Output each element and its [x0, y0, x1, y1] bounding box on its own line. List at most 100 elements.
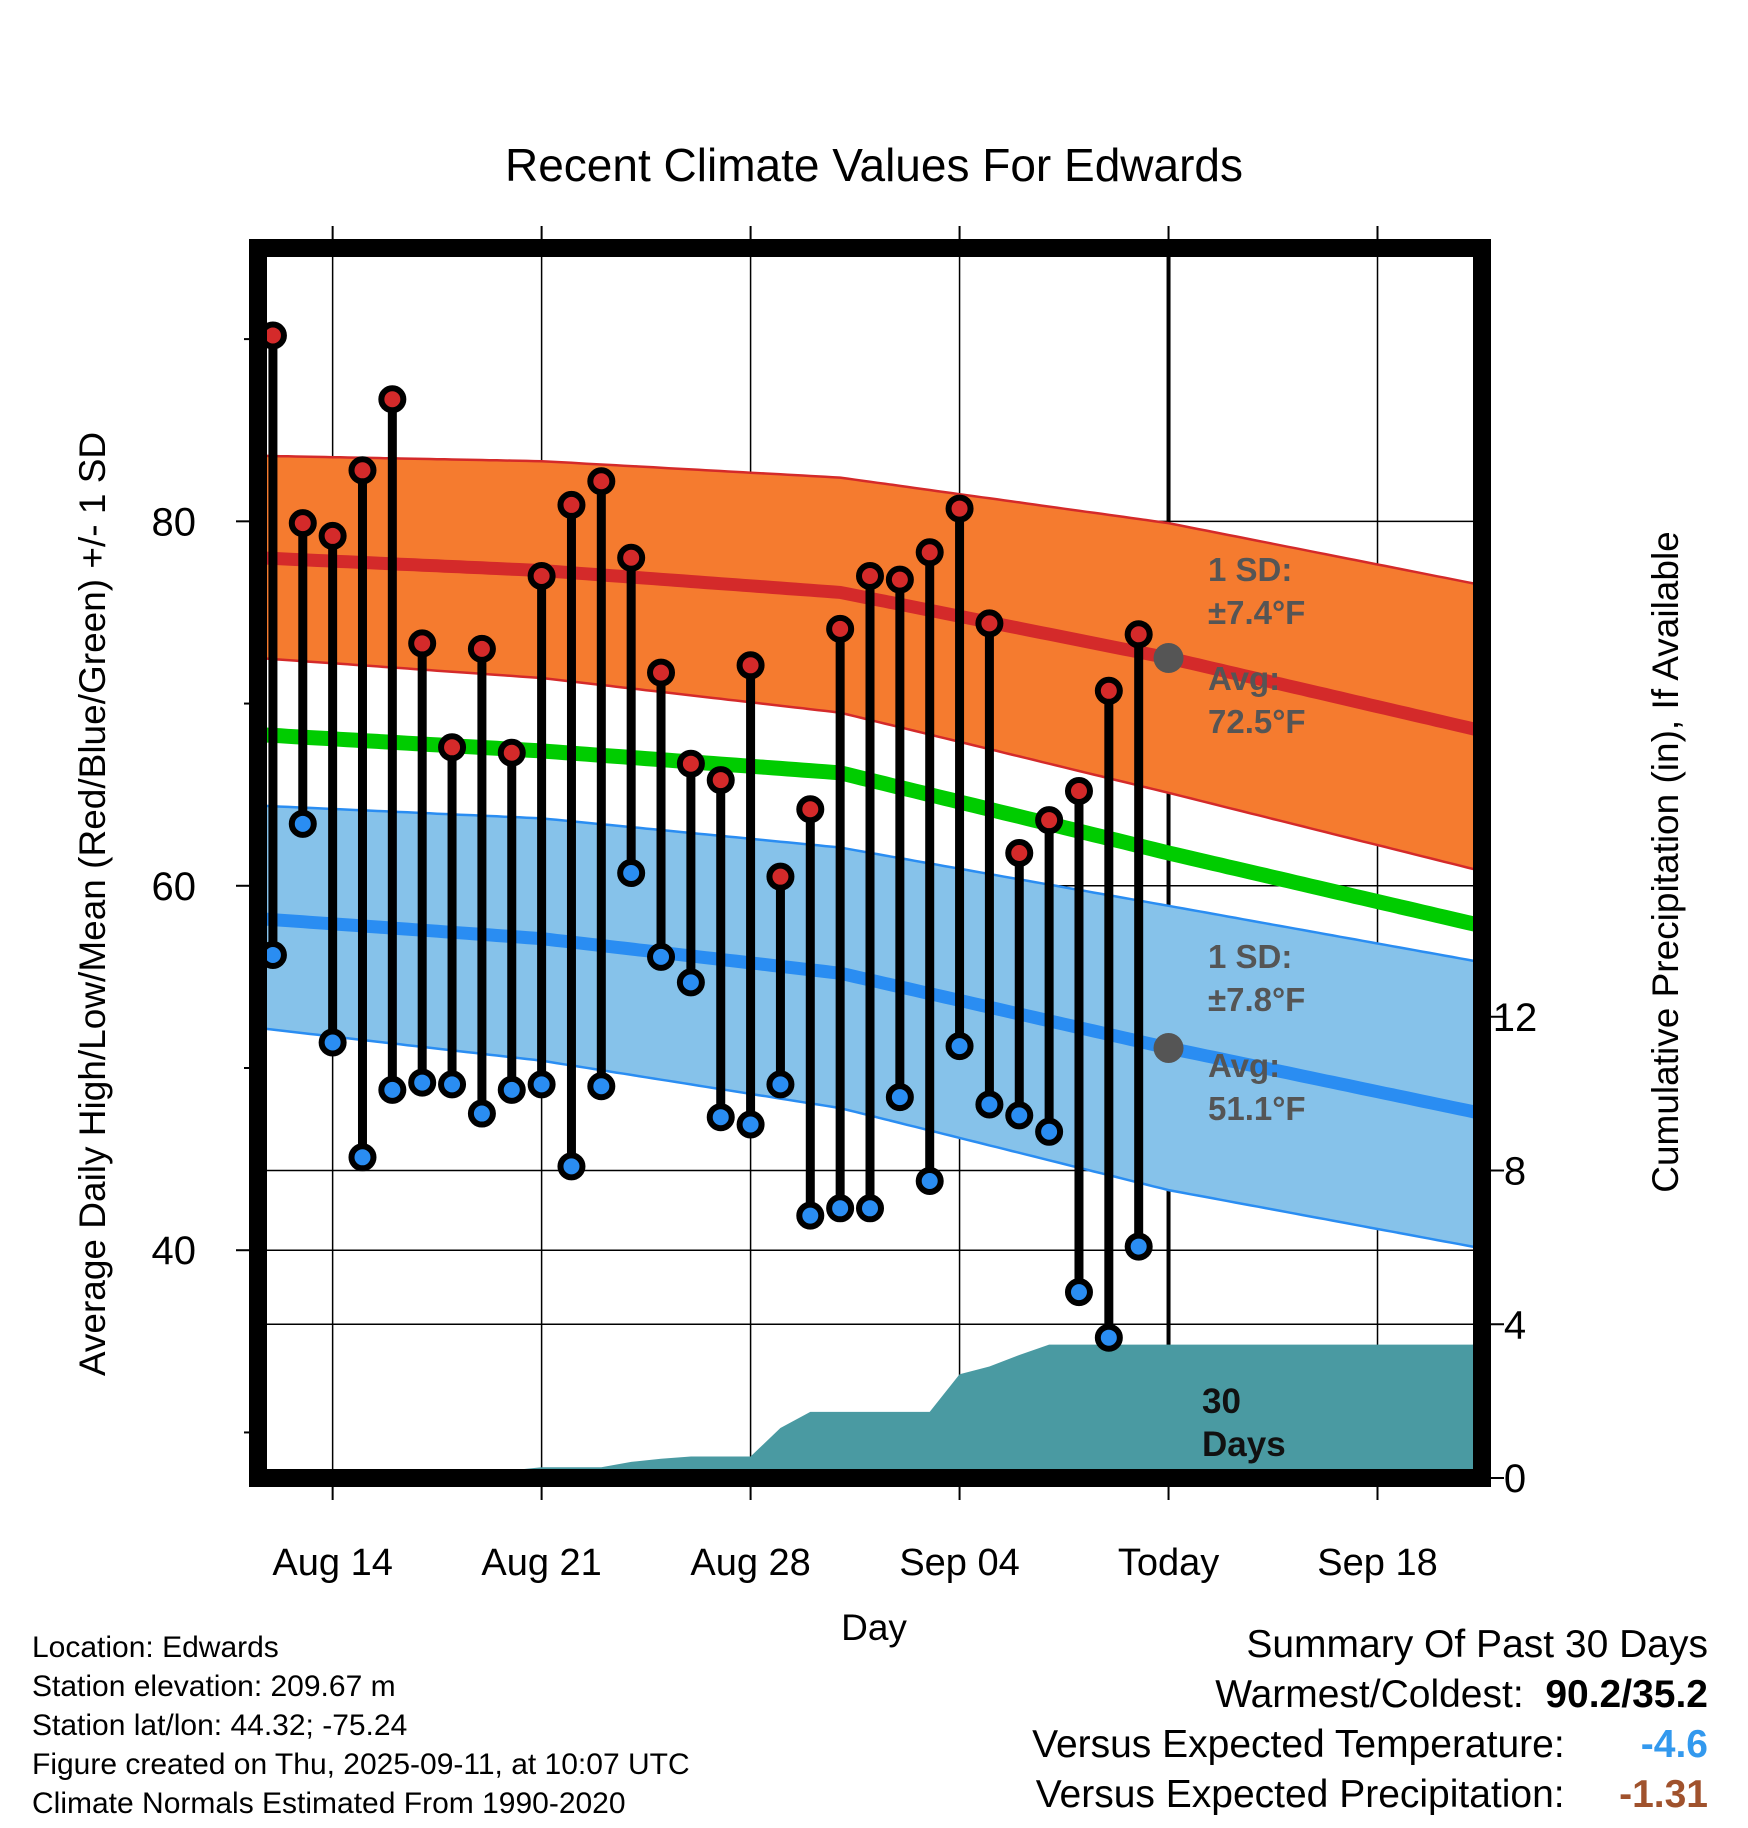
- high-avg-label: Avg:: [1208, 660, 1280, 697]
- daily-high-point: [945, 494, 974, 523]
- daily-high-point: [527, 562, 556, 590]
- daily-high-point: [766, 862, 795, 891]
- daily-high-point: [706, 766, 735, 795]
- daily-low-point: [497, 1075, 526, 1104]
- summary-temp: Versus Expected Temperature: -4.6: [1032, 1723, 1708, 1767]
- daily-high-point: [557, 490, 586, 519]
- daily-low-point: [915, 1166, 944, 1195]
- daily-high-point: [288, 509, 317, 538]
- daily-low-point: [736, 1110, 765, 1139]
- daily-low-point: [587, 1072, 616, 1101]
- daily-high-point: [826, 614, 855, 643]
- precip-days-label: Days: [1202, 1425, 1286, 1464]
- daily-high-point: [1124, 620, 1153, 649]
- x-tick-label: Aug 21: [481, 1542, 601, 1584]
- x-tick-label: Today: [1118, 1542, 1219, 1584]
- temp-vs-expected-value: -4.6: [1640, 1723, 1708, 1766]
- daily-high-point: [438, 733, 467, 762]
- daily-low-point: [706, 1103, 735, 1132]
- low-sd-value: ±7.8°F: [1208, 981, 1305, 1018]
- daily-low-point: [826, 1194, 855, 1223]
- daily-low-point: [288, 809, 317, 838]
- daily-high-point: [975, 609, 1004, 638]
- daily-high-point: [885, 565, 914, 594]
- warm-cold-value: 90.2/35.2: [1545, 1673, 1708, 1716]
- precip-vs-expected-label: Versus Expected Precipitation:: [1035, 1773, 1565, 1816]
- axes: Aug 14 Aug 21 Aug 28 Sep 04 Today Sep 18 40 60 8…: [152, 226, 1538, 1584]
- high-sd-value: ±7.4°F: [1208, 594, 1305, 631]
- y2-tick-label: 12: [1493, 996, 1538, 1040]
- daily-low-point: [408, 1068, 437, 1097]
- daily-low-point: [676, 968, 705, 997]
- temp-vs-expected-label: Versus Expected Temperature:: [1032, 1723, 1565, 1766]
- y2-axis-label: Cumulative Precipitation (in), If Availa…: [1645, 531, 1686, 1193]
- station-info: Location: Edwards Station elevation: 209…: [32, 1628, 690, 1823]
- precip-days-number: 30: [1202, 1382, 1241, 1421]
- daily-low-point: [1005, 1101, 1034, 1130]
- low-avg-label: Avg:: [1208, 1047, 1280, 1084]
- daily-low-point: [975, 1090, 1004, 1119]
- daily-low-point: [766, 1070, 795, 1099]
- daily-low-point: [1064, 1278, 1093, 1307]
- x-tick-label: Aug 28: [690, 1542, 810, 1584]
- y-tick-label: 40: [152, 1229, 197, 1273]
- climate-normals-period: Climate Normals Estimated From 1990-2020: [32, 1787, 626, 1820]
- y2-tick-label: 8: [1504, 1150, 1526, 1194]
- daily-high-point: [796, 795, 825, 824]
- daily-high-point: [617, 543, 646, 572]
- daily-low-point: [318, 1028, 347, 1057]
- daily-low-point: [527, 1070, 556, 1099]
- plot-frame: [249, 239, 1491, 1487]
- chart-title: Recent Climate Values For Edwards: [505, 139, 1243, 191]
- summary-precip: Versus Expected Precipitation: -1.31: [1036, 1773, 1708, 1817]
- high-sd-band-upper-edge: [257, 454, 1483, 587]
- daily-low-point: [885, 1083, 914, 1112]
- daily-low-point: [1094, 1323, 1123, 1352]
- daily-high-point: [736, 651, 765, 680]
- low-sd-label: 1 SD:: [1208, 938, 1292, 975]
- daily-high-point: [1035, 806, 1064, 835]
- precip-vs-expected-value: -1.31: [1619, 1773, 1708, 1816]
- station-latlon: Station lat/lon: 44.32; -75.24: [32, 1709, 408, 1742]
- x-tick-label: Aug 14: [272, 1542, 392, 1584]
- daily-high-point: [497, 738, 526, 767]
- daily-high-point: [318, 521, 347, 550]
- daily-low-point: [1035, 1117, 1064, 1146]
- daily-high-point: [467, 634, 496, 663]
- daily-low-point: [647, 942, 676, 971]
- x-axis-label: Day: [841, 1607, 907, 1648]
- band-annotations: 1 SD: ±7.4°F Avg: 72.5°F 1 SD: ±7.8°F Av…: [1202, 551, 1306, 1464]
- daily-low-point: [378, 1075, 407, 1104]
- daily-low-point: [856, 1194, 884, 1223]
- x-tick-label: Sep 04: [899, 1542, 1019, 1584]
- daily-high-point: [587, 467, 616, 496]
- summary-warm-cold: Warmest/Coldest: 90.2/35.2: [1215, 1673, 1708, 1717]
- daily-high-point: [676, 749, 705, 778]
- station-elevation: Station elevation: 209.67 m: [32, 1670, 396, 1703]
- today-low-normal-marker: [1153, 1032, 1184, 1063]
- daily-high-point: [378, 385, 407, 414]
- today-high-normal-marker: [1153, 643, 1184, 673]
- figure-created: Figure created on Thu, 2025-09-11, at 10…: [32, 1748, 690, 1781]
- daily-high-point: [647, 658, 676, 687]
- daily-low-point: [348, 1143, 377, 1172]
- precipitation-fill: [258, 1344, 1482, 1478]
- precipitation-area: [258, 1344, 1482, 1478]
- daily-high-point: [856, 562, 884, 590]
- x-tick-label: Sep 18: [1317, 1542, 1437, 1584]
- daily-low-point: [557, 1152, 586, 1181]
- daily-high-point: [1005, 838, 1034, 867]
- y-tick-label: 60: [152, 865, 197, 909]
- station-location: Location: Edwards: [32, 1631, 279, 1664]
- daily-low-point: [467, 1099, 496, 1128]
- daily-low-point: [617, 859, 646, 888]
- daily-low-point: [796, 1201, 825, 1230]
- daily-low-point: [1124, 1232, 1153, 1261]
- daily-high-point: [348, 456, 377, 485]
- daily-low-point: [945, 1032, 974, 1061]
- high-sd-label: 1 SD:: [1208, 551, 1292, 588]
- y2-tick-label: 0: [1504, 1457, 1526, 1501]
- low-avg-value: 51.1°F: [1208, 1090, 1306, 1127]
- daily-high-point: [1094, 676, 1123, 705]
